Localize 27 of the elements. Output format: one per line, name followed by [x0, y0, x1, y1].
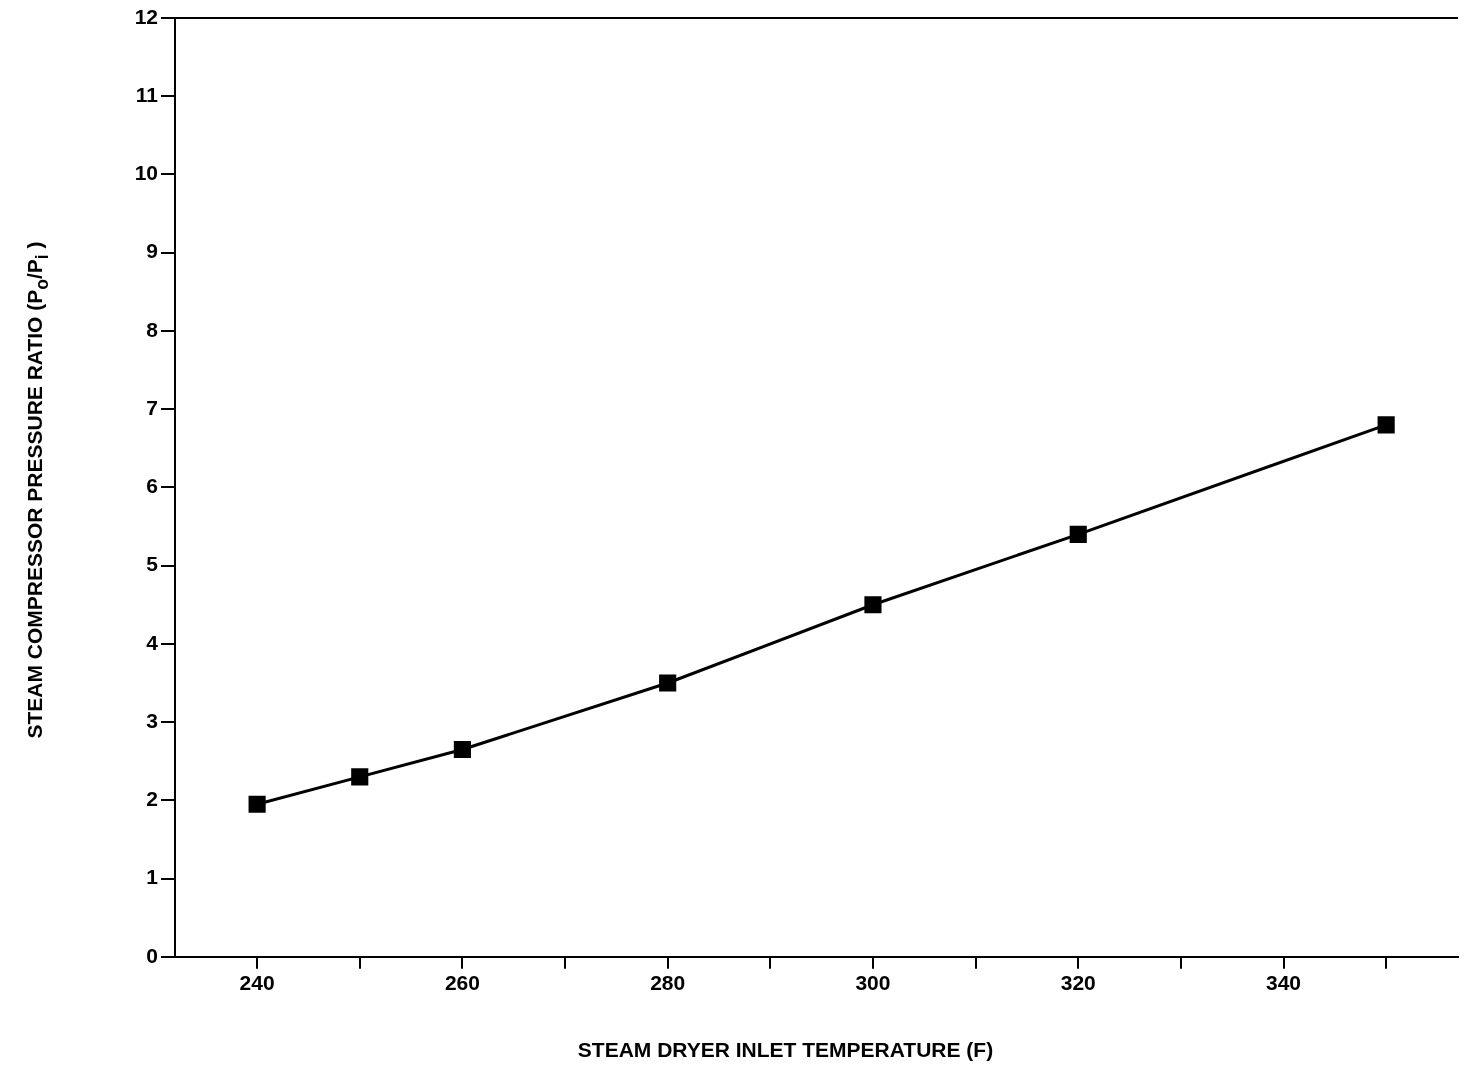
point: [351, 768, 369, 786]
x-tick-label: 260: [444, 971, 480, 995]
y-tick-label: 1: [146, 865, 159, 889]
x-axis-title: STEAM DRYER INLET TEMPERATURE (F): [576, 1038, 995, 1062]
point: [1377, 416, 1395, 434]
x-tick-label: 300: [855, 971, 891, 995]
point: [864, 596, 882, 614]
x-tick-label: 320: [1060, 971, 1096, 995]
y-tick-label: 0: [146, 943, 158, 967]
point: [1069, 525, 1087, 543]
y-tick-label: 4: [146, 630, 159, 654]
y-tick-label: 8: [146, 317, 159, 341]
y-tick-label: 6: [146, 474, 158, 498]
y-tick-label: 12: [134, 4, 158, 28]
y-tick-label: 10: [134, 161, 158, 185]
x-tick-label: 280: [650, 971, 686, 995]
point: [453, 740, 471, 759]
x-tick-label: 240: [239, 971, 275, 995]
x-tick-label: 340: [1265, 971, 1302, 995]
y-tick-label: 5: [146, 552, 159, 576]
point: [659, 674, 677, 692]
y-tick-label: 7: [146, 395, 158, 419]
y-tick-label: 9: [146, 239, 158, 263]
point: [248, 795, 266, 813]
y-tick-label: 3: [146, 708, 158, 732]
y-tick-label: 11: [135, 83, 159, 107]
y-tick-label: 2: [146, 787, 158, 811]
